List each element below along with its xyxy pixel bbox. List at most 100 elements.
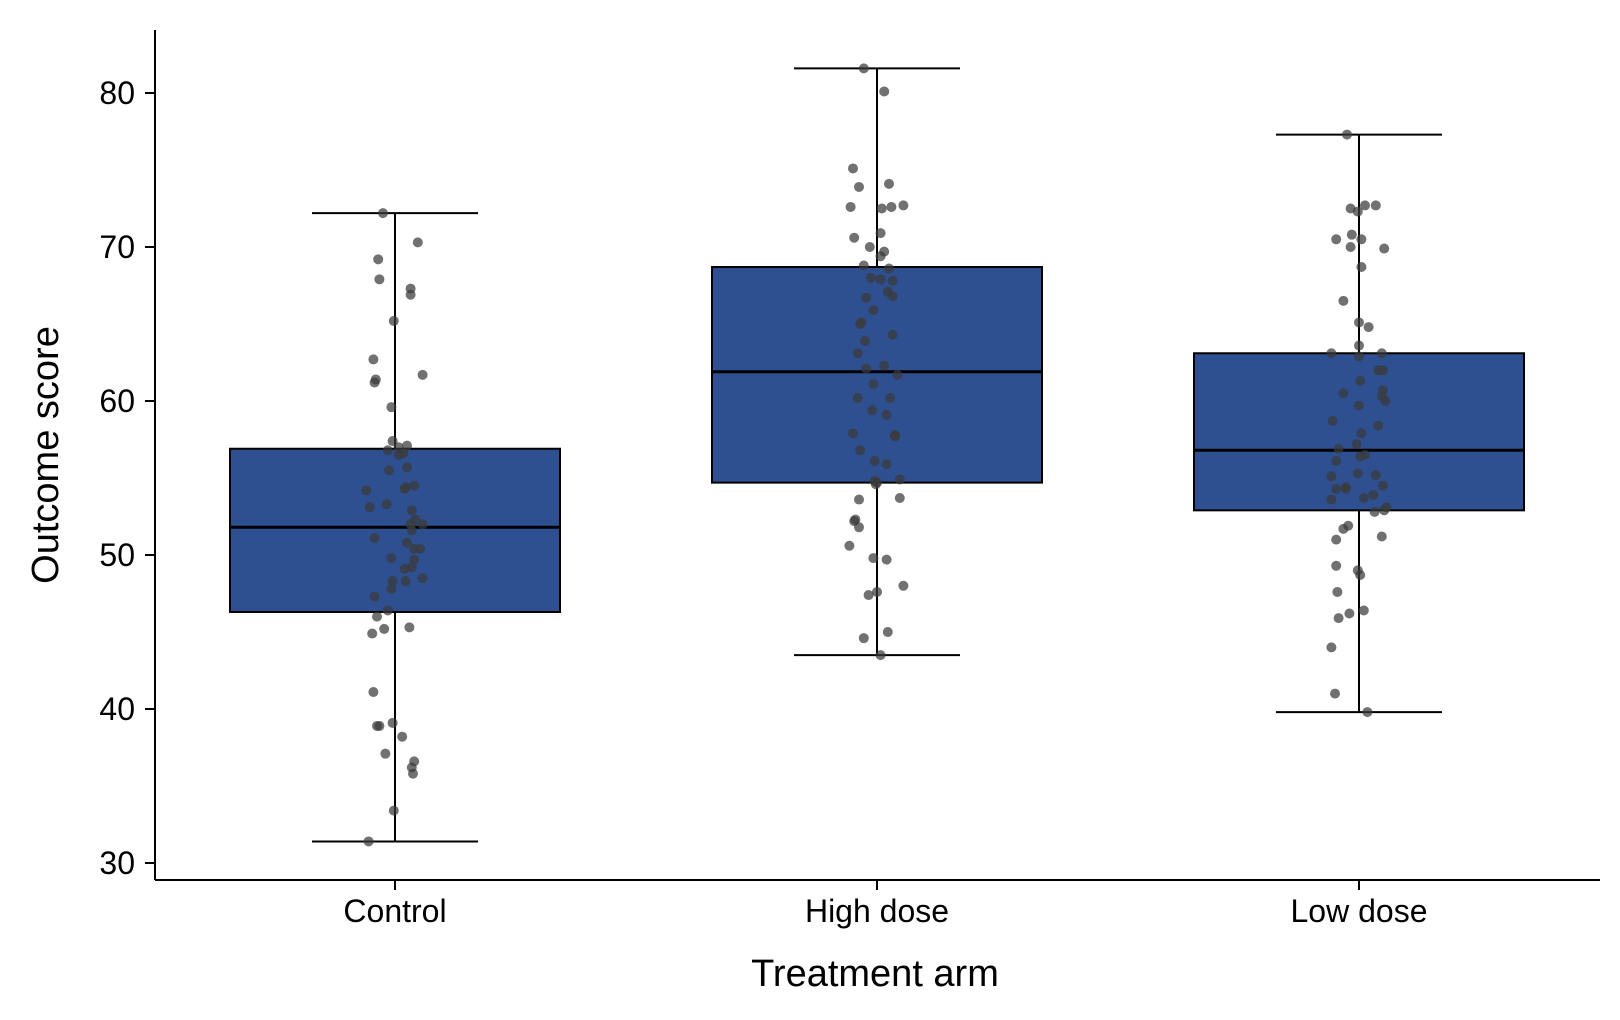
data-point (886, 201, 897, 212)
data-point (381, 499, 392, 510)
data-point (393, 442, 404, 453)
data-point (881, 554, 892, 565)
data-point (363, 836, 374, 847)
data-point (400, 482, 411, 493)
data-point (1376, 348, 1387, 359)
data-point (860, 335, 870, 346)
data-point (887, 291, 898, 302)
data-point (850, 514, 861, 525)
data-point (1352, 206, 1363, 217)
data-point (384, 465, 394, 476)
data-point (386, 402, 397, 413)
box-high-dose (711, 266, 1043, 484)
data-point (879, 246, 890, 257)
data-point (854, 494, 864, 505)
data-point (872, 477, 882, 488)
data-point (409, 554, 420, 565)
data-point (1338, 388, 1349, 399)
y-tick-label: 70 (99, 229, 135, 265)
data-point (1356, 428, 1367, 439)
data-point (884, 178, 894, 189)
data-point (872, 586, 882, 597)
data-point (409, 756, 420, 767)
data-point (1331, 483, 1342, 494)
data-point (368, 354, 379, 365)
data-point (869, 456, 880, 467)
data-point (845, 201, 856, 212)
data-point (368, 687, 379, 698)
data-point (894, 474, 905, 485)
data-point (892, 369, 903, 380)
data-point (863, 590, 874, 601)
data-point (890, 431, 900, 442)
data-point (402, 462, 412, 473)
data-point (1343, 520, 1354, 531)
data-point (868, 305, 879, 316)
x-tick-label: Low dose (1291, 893, 1428, 929)
x-tick-label: Control (343, 893, 446, 929)
data-point (397, 731, 408, 742)
data-point (1331, 234, 1342, 245)
data-point (894, 493, 905, 504)
data-point (861, 292, 872, 303)
data-point (875, 274, 886, 285)
data-point (854, 522, 864, 533)
data-point (406, 505, 417, 516)
data-point (854, 181, 864, 192)
data-point (387, 436, 398, 447)
data-point (858, 633, 869, 644)
y-tick-label: 80 (99, 75, 135, 111)
points-layer (361, 63, 1392, 847)
data-point (879, 86, 890, 97)
data-point (386, 583, 397, 594)
y-tick-label: 50 (99, 537, 135, 573)
data-point (369, 591, 380, 602)
x-tick-label: High dose (805, 893, 949, 929)
data-point (1360, 200, 1370, 211)
data-point (417, 519, 428, 530)
data-point (387, 717, 398, 728)
data-point (1363, 322, 1374, 333)
data-point (404, 622, 415, 633)
data-point (852, 348, 863, 359)
boxes-layer (229, 67, 1525, 843)
data-point (1354, 317, 1364, 328)
data-point (402, 440, 412, 451)
data-point (370, 374, 381, 385)
data-point (887, 329, 898, 340)
data-point (1330, 688, 1340, 699)
data-point (848, 428, 858, 439)
data-point (373, 254, 384, 265)
data-point (369, 533, 380, 544)
data-point (1358, 493, 1369, 504)
data-point (1344, 608, 1355, 619)
y-tick-label: 40 (99, 691, 135, 727)
data-point (1356, 234, 1367, 245)
data-point (378, 208, 388, 219)
data-point (1327, 416, 1338, 427)
axes-layer: 30 40 50 60 70 80 Control High dose Low dose (99, 30, 1600, 929)
data-point (1356, 262, 1367, 273)
data-point (1346, 229, 1357, 240)
y-tick-label: 30 (99, 845, 135, 881)
data-point (875, 650, 886, 661)
data-point (1355, 570, 1366, 581)
data-point (386, 553, 397, 564)
data-point (406, 562, 417, 573)
data-point (405, 283, 416, 294)
data-point (1370, 200, 1381, 211)
data-point (1355, 375, 1366, 386)
data-point (1360, 449, 1370, 460)
data-point (1351, 439, 1362, 450)
data-point (1354, 340, 1364, 351)
data-point (1378, 480, 1388, 491)
data-point (415, 543, 426, 554)
data-point (849, 232, 860, 243)
data-point (879, 360, 890, 371)
data-point (412, 237, 423, 248)
data-point (1354, 351, 1364, 362)
data-point (1331, 560, 1342, 571)
data-point (374, 274, 385, 285)
